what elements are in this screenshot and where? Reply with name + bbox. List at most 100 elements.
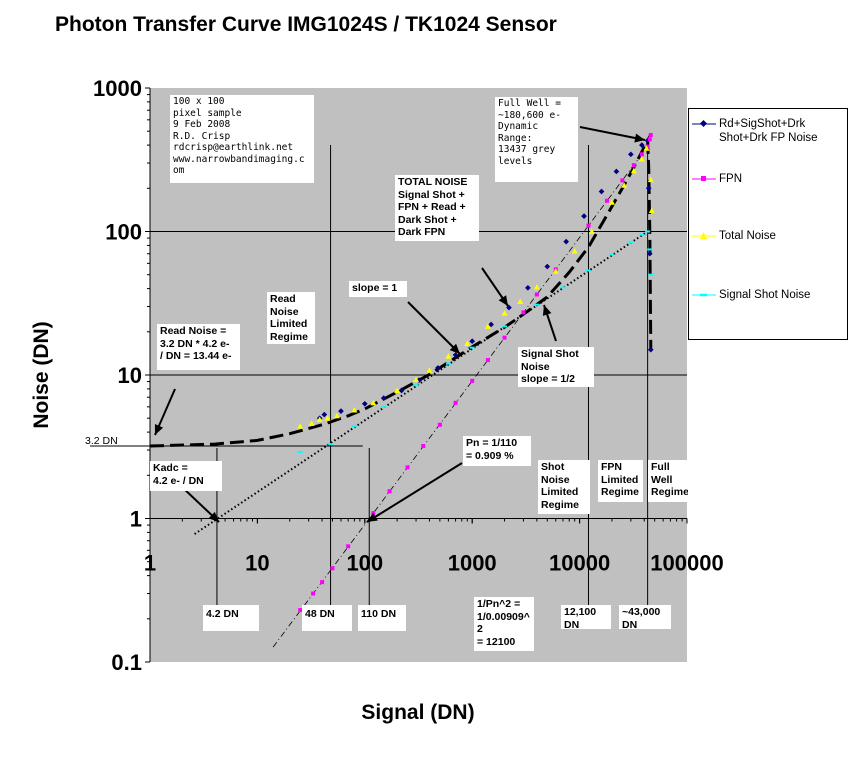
data-point [647,346,654,353]
annotation-3-2-dn: 3.2 DN [85,435,118,447]
data-point [525,285,531,291]
series-0 [316,137,654,422]
annotation-110-dn: 110 DN [358,605,406,631]
annotation-full-well-regime: Full Well Regime [648,460,688,502]
data-point [380,395,387,401]
data-point [421,444,426,449]
data-point [552,268,559,274]
data-point [605,198,610,203]
data-point [647,176,654,183]
data-point [316,416,323,422]
data-point [405,465,410,470]
y-tick-label: 10 [118,363,142,388]
data-point [620,178,625,183]
y-tick-label: 1 [130,507,142,532]
annotation-arrow [407,301,461,355]
fit-line-dotted [194,230,649,535]
y-tick-label: 1000 [93,76,142,101]
data-point [563,238,570,245]
data-point [452,352,459,358]
annotation-12100-dn: 12,100 DN [561,605,611,629]
annotation-48-dn: 48 DN [302,605,352,631]
data-point [648,207,655,214]
y-tick-labels: 0.1 1 10 100 1000 [93,76,142,675]
data-point [297,423,304,429]
fit-lines [149,134,653,648]
annotation-arrow [579,126,646,141]
y-axis-label: Noise (DN) [30,321,53,428]
data-point [501,310,508,316]
x-tick-label: 1000 [448,551,497,576]
data-point [648,133,653,138]
data-point [631,163,636,168]
annotation-arrowhead [208,511,219,522]
annotation-fpn-limited: FPN Limited Regime [598,460,643,502]
data-point [502,335,507,340]
data-point [645,185,652,192]
annotation-arrowhead [449,343,460,354]
fit-line-dash-dot [272,144,650,648]
legend-marker-triangle [692,232,716,239]
data-point [413,376,420,383]
data-point [608,199,615,205]
data-series [297,133,655,613]
data-point [647,137,652,142]
fit-line-long-dash [149,134,653,448]
data-point [488,321,494,328]
data-point [646,250,653,257]
legend-label-fpn: FPN [719,173,742,185]
data-point [361,400,368,407]
data-point [544,263,551,270]
data-point [645,144,650,149]
data-point [320,580,325,585]
data-point [630,167,637,174]
chart-legend: Rd+SigShot+Drk Shot+Drk FP Noise FPN Tot… [688,108,848,340]
x-tick-label: 1 [144,551,156,576]
data-point [613,168,620,175]
x-tick-label: 10000 [549,551,610,576]
annotation-arrowhead [154,424,164,435]
y-tick-label: 0.1 [111,650,142,675]
data-point [330,566,335,571]
annotation-pn-squared: 1/Pn^2 = 1/0.00909^ 2 = 12100 [474,597,534,651]
data-point [588,228,595,234]
data-point [333,412,340,419]
annotation-4-2-dn: 4.2 DN [203,605,259,631]
data-point [485,358,490,363]
annotation-fullwell: Full Well = ~180,600 e- Dynamic Range: 1… [495,97,578,182]
data-point [598,188,605,195]
data-point [445,353,452,359]
y-tick-label: 100 [105,220,142,245]
data-point [639,152,644,157]
data-point [338,408,344,414]
annotation-sample: 100 x 100 pixel sample 9 Feb 2008 R.D. C… [170,95,314,183]
annotation-arrows [154,126,646,523]
annotation-shot-limited: Shot Noise Limited Regime [538,460,590,514]
x-axis-label: Signal (DN) [361,701,474,724]
data-point [464,340,471,346]
data-point [311,591,316,596]
data-point [571,248,578,254]
series-3 [297,230,654,454]
chart-title: Photon Transfer Curve IMG1024S / TK1024 … [55,13,557,36]
data-point [484,323,491,329]
data-point [324,415,331,421]
data-point [394,387,401,393]
x-tick-label: 100 [346,551,383,576]
x-tick-labels: 1 10 100 1000 10000 100000 [144,551,724,576]
annotation-arrow [366,462,463,523]
data-point [638,156,645,162]
x-tick-label: 100000 [650,551,723,576]
data-point [639,142,645,148]
data-point [437,422,442,427]
data-point [517,298,524,305]
data-point [387,489,392,494]
annotation-signal-shot: Signal Shot Noise slope = 1/2 [518,347,594,387]
annotation-arrowhead [367,512,378,522]
legend-marker-dash [692,293,716,297]
gridlines [145,87,688,663]
annotation-kadc: Kadc = 4.2 e- / DN [150,461,222,491]
data-point [298,608,303,613]
annotation-read-noise: Read Noise = 3.2 DN * 4.2 e- / DN = 13.4… [157,324,240,370]
